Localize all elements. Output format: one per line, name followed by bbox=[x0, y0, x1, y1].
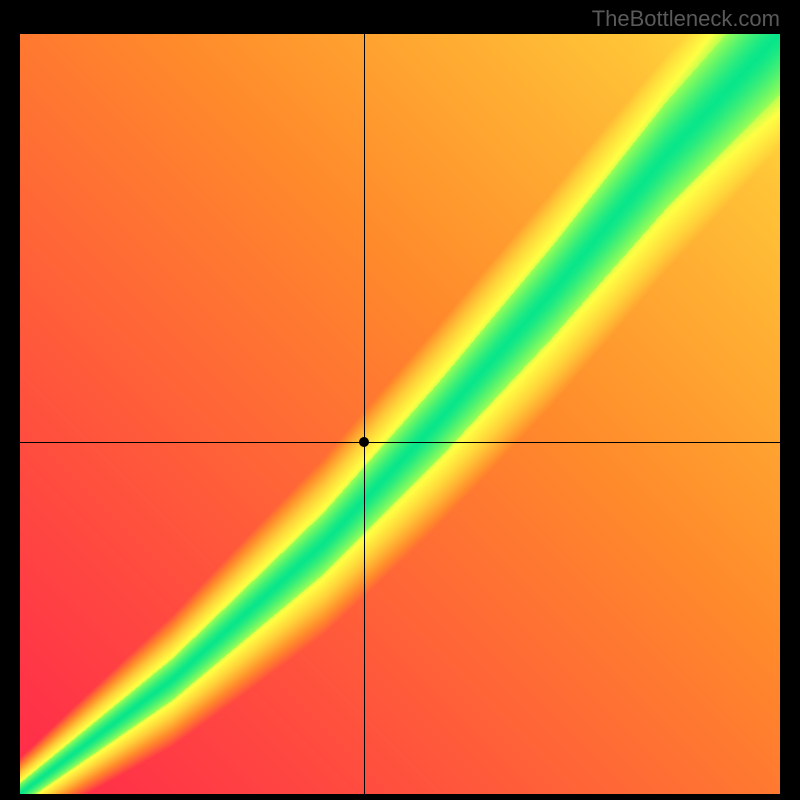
bottleneck-heatmap bbox=[20, 34, 780, 794]
crosshair-vertical bbox=[364, 34, 365, 794]
selection-marker bbox=[359, 437, 369, 447]
watermark-text: TheBottleneck.com bbox=[592, 6, 780, 32]
crosshair-horizontal bbox=[20, 442, 780, 443]
chart-container: TheBottleneck.com bbox=[0, 0, 800, 800]
